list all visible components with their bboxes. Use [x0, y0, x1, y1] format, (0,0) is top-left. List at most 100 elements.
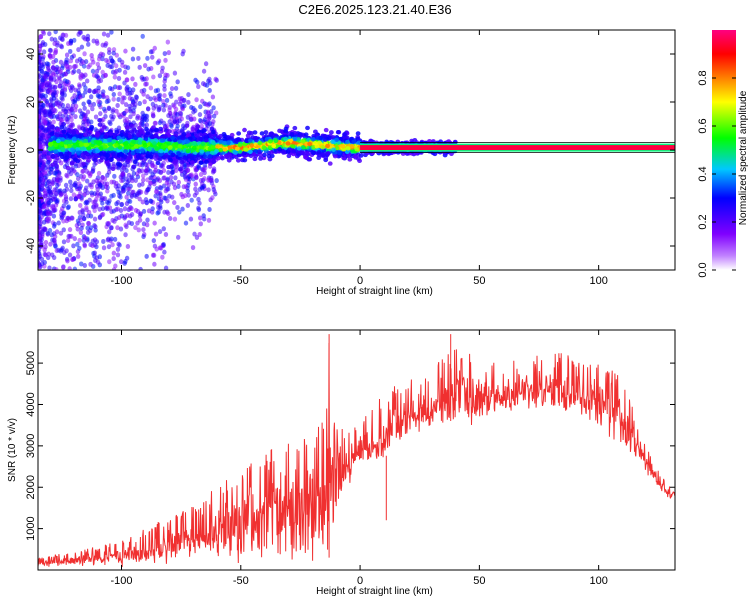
heatmap-cell — [114, 207, 119, 213]
heatmap-cell — [100, 200, 105, 206]
heatmap-cell — [151, 74, 156, 80]
heatmap-cell — [65, 237, 71, 243]
heatmap-cell — [83, 188, 88, 194]
heatmap-cell — [262, 152, 267, 158]
heatmap-cell — [169, 86, 175, 92]
heatmap-cell — [114, 68, 119, 74]
heatmap-cell — [328, 130, 334, 135]
heatmap-cell — [189, 172, 194, 178]
heatmap-cell — [357, 158, 362, 164]
heatmap-cell — [101, 93, 106, 99]
heatmap-cell — [98, 111, 103, 117]
heatmap-cell — [196, 205, 201, 211]
heatmap-cell — [61, 239, 67, 245]
heatmap-cell — [133, 177, 138, 183]
heatmap-cell — [135, 113, 140, 119]
heatmap-cell — [137, 101, 142, 107]
heatmap-cell — [117, 91, 122, 97]
heatmap-cell — [48, 241, 53, 247]
heatmap-cell — [118, 207, 124, 213]
heatmap-cell — [83, 89, 88, 95]
heatmap-cell — [69, 233, 74, 239]
heatmap-cell — [51, 113, 56, 119]
heatmap-cell — [106, 106, 112, 112]
heatmap-cell — [157, 92, 163, 98]
heatmap-cell — [222, 147, 228, 152]
heatmap-cell — [187, 176, 192, 182]
heatmap-cell — [52, 85, 57, 91]
heatmap-cell — [105, 237, 111, 243]
heatmap-cell — [215, 156, 221, 161]
heatmap-cell — [198, 221, 204, 227]
heatmap-cell — [164, 97, 170, 103]
heatmap-cell — [121, 184, 127, 190]
heatmap-cell — [124, 224, 129, 230]
heatmap-cell — [116, 189, 121, 195]
heatmap-cell — [182, 97, 187, 103]
heatmap-cell — [109, 179, 114, 185]
heatmap-cell — [147, 184, 152, 190]
heatmap-cell — [68, 58, 74, 64]
heatmap-cell — [65, 165, 71, 171]
heatmap-cell — [62, 250, 67, 256]
heatmap-cell — [128, 106, 133, 112]
heatmap-cell — [168, 174, 174, 180]
heatmap-cell — [111, 256, 116, 262]
heatmap-cell — [199, 185, 205, 191]
heatmap-cell — [41, 30, 46, 36]
heatmap-cell — [155, 160, 161, 166]
heatmap-cell — [162, 209, 167, 215]
heatmap-cell — [39, 81, 45, 87]
heatmap-cell — [202, 216, 207, 222]
heatmap-cell — [200, 81, 206, 87]
heatmap-cell — [112, 173, 117, 179]
heatmap-cell — [150, 206, 155, 212]
heatmap-cell — [55, 116, 61, 122]
heatmap-cell — [146, 208, 152, 214]
heatmap-cell — [193, 77, 198, 83]
heatmap-cell — [53, 49, 58, 55]
heatmap-cell — [59, 160, 64, 166]
heatmap-cell — [89, 184, 94, 190]
heatmap-cell — [190, 245, 196, 251]
heatmap-cell — [39, 183, 45, 189]
heatmap-cell — [63, 32, 69, 38]
heatmap-cell — [76, 47, 81, 53]
heatmap-cell — [38, 135, 44, 141]
heatmap-cell — [157, 178, 163, 184]
heatmap-cell — [105, 62, 110, 68]
heatmap-cell — [162, 83, 167, 89]
heatmap-cell — [137, 213, 143, 219]
heatmap-cell — [177, 96, 183, 102]
heatmap-cell — [92, 242, 98, 248]
heatmap-cell — [77, 108, 83, 114]
heatmap-cell — [170, 169, 175, 175]
heatmap-cell — [39, 124, 45, 130]
heatmap-cell — [58, 192, 63, 198]
heatmap-cell — [120, 99, 125, 105]
heatmap-cell — [106, 50, 112, 56]
heatmap-cell — [67, 252, 73, 258]
heatmap-cell — [51, 208, 56, 214]
heatmap-cell — [129, 206, 134, 212]
heatmap-cell — [108, 225, 114, 231]
heatmap-cell — [194, 174, 199, 180]
heatmap-cell — [81, 161, 86, 166]
heatmap-cell — [47, 171, 52, 177]
heatmap-cell — [116, 75, 122, 81]
heatmap-cell — [107, 85, 113, 91]
heatmap-cell — [60, 32, 66, 38]
heatmap-cell — [63, 112, 69, 118]
heatmap-cell — [125, 162, 131, 168]
heatmap-cell — [124, 117, 130, 123]
heatmap-cell — [107, 259, 112, 265]
heatmap-cell — [166, 169, 171, 175]
heatmap-cell — [195, 124, 201, 129]
heatmap-cell — [172, 200, 177, 206]
heatmap-cell — [52, 194, 57, 200]
heatmap-cell — [163, 232, 169, 238]
heatmap-cell — [105, 188, 110, 194]
heatmap-cell — [115, 246, 121, 252]
heatmap-cell — [148, 175, 153, 181]
